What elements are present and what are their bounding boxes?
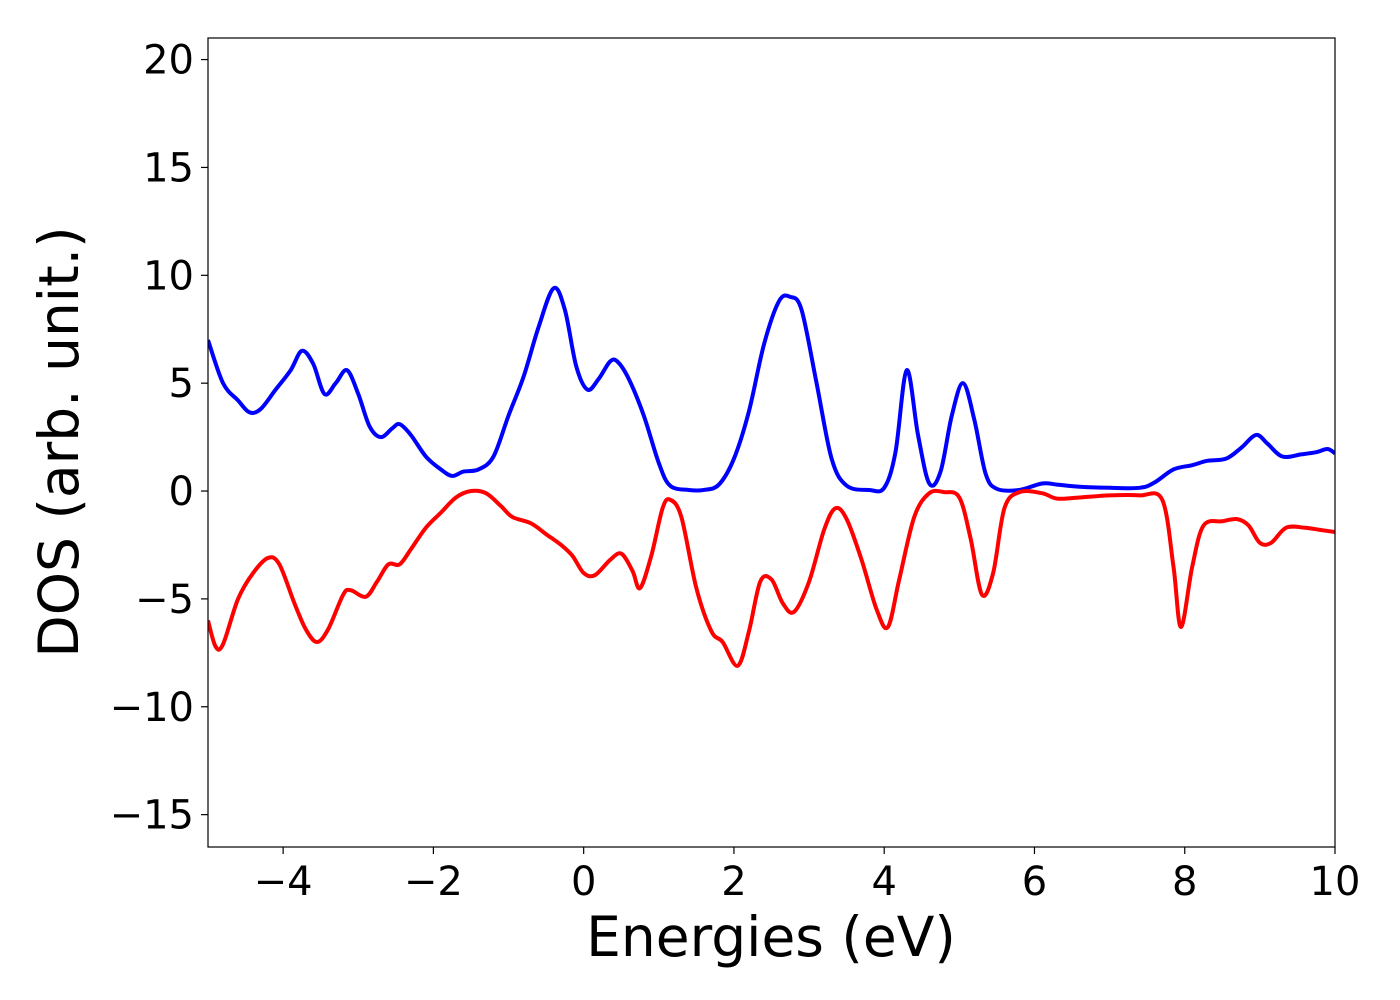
y-tick-label: 15 [143,145,194,191]
x-tick-label: 0 [571,859,596,905]
x-axis-label: Energies (eV) [586,905,956,969]
series-layer [208,285,1335,668]
x-tick-label: 10 [1310,859,1361,905]
y-tick-label: 0 [169,469,194,515]
x-tick-label: −2 [404,859,463,905]
x-tick-label: 2 [721,859,746,905]
y-tick-label: 20 [143,38,194,84]
x-tick-label: 8 [1172,859,1197,905]
y-tick-label: −15 [110,793,194,839]
x-tick-label: 4 [871,859,896,905]
y-tick-label: 10 [143,253,194,299]
y-axis-ticks: −15 −10 −5 0 5 10 15 20 [110,38,208,839]
x-tick-label: −4 [254,859,313,905]
x-tick-label: 6 [1022,859,1047,905]
series-line-red [208,488,1335,668]
series-line-blue [208,285,1335,494]
plot-frame [207,37,1336,848]
y-axis-label: DOS (arb. unit.) [27,226,91,657]
y-tick-label: −5 [135,577,194,623]
x-axis-ticks: −4 −2 0 2 4 6 8 10 [254,847,1361,905]
y-tick-label: −10 [110,685,194,731]
y-tick-label: 5 [169,361,194,407]
